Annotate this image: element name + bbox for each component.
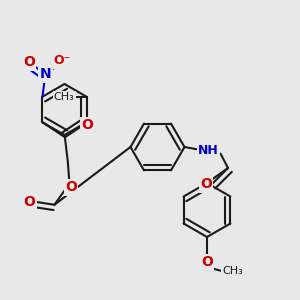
Text: N: N [40, 67, 51, 81]
Text: O⁻: O⁻ [53, 54, 70, 67]
Text: O: O [65, 180, 77, 194]
Text: O: O [200, 178, 212, 191]
Text: O: O [82, 118, 93, 132]
Text: O: O [201, 256, 213, 269]
Text: CH₃: CH₃ [222, 266, 243, 277]
Text: CH₃: CH₃ [54, 92, 74, 102]
Text: NH: NH [198, 143, 219, 157]
Text: O: O [23, 55, 35, 69]
Text: O: O [24, 195, 35, 209]
